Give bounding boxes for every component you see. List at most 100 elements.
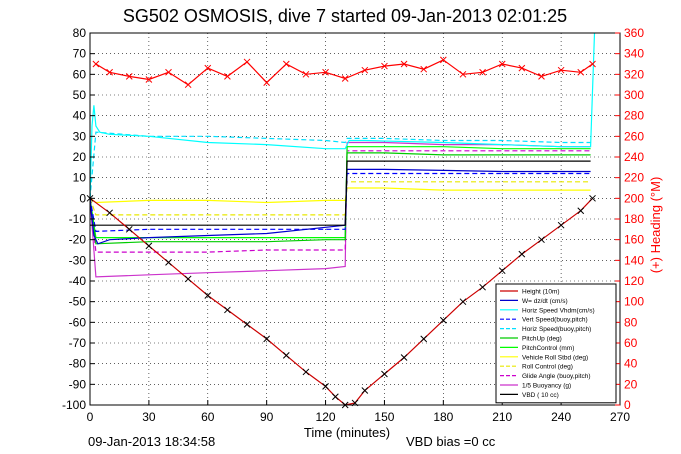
height-marker [184,275,192,283]
x-tick-label: 60 [201,410,215,424]
y-tick-label: -60 [69,315,87,329]
legend-label: W= dz/dt (cm/s) [522,298,568,305]
y-tick-label: 0 [79,191,86,205]
heading-marker [459,70,467,78]
height-marker [577,207,585,215]
heading-marker [361,66,369,74]
y2-tick-label: 0 [624,398,631,412]
heading-marker [479,68,486,76]
height-marker [518,250,526,258]
heading-marker [263,79,271,86]
y-tick-label: 40 [73,109,87,123]
height-marker [589,194,596,202]
y2-tick-label: 80 [624,315,638,329]
height-marker [204,292,212,299]
heading-marker [518,64,526,72]
series-line-vert-speed-buoy-pitch [89,172,591,233]
heading-marker [538,73,545,80]
timestamp-label: 09-Jan-2013 18:34:58 [88,434,215,449]
height-marker [420,335,428,343]
heading-marker [125,73,133,80]
height-marker [263,335,271,343]
y2-tick-label: 280 [624,109,644,123]
heading-marker [381,62,388,70]
heading-marker [184,81,192,89]
heading-marker [589,60,596,68]
y-tick-label: -100 [62,398,86,412]
height-marker [145,242,153,250]
x-tick-label: 150 [374,410,394,424]
series-line-horiz-speed-vhdm-cm-s [89,32,596,199]
y-tick-label: -20 [69,233,87,247]
x-tick-label: 120 [316,410,336,424]
legend-label: Height (10m) [522,289,560,296]
y2-tick-label: 20 [624,377,638,391]
y-tick-label: 20 [73,150,87,164]
height-marker [479,283,486,291]
heading-marker [439,56,447,64]
height-marker [243,321,251,328]
legend-label: Vert Speed(buoy,pitch) [522,317,588,324]
heading-marker [498,60,506,68]
y-tick-label: -40 [69,274,87,288]
height-marker [361,387,369,394]
heading-marker [204,64,212,72]
height-marker [400,354,408,361]
y2-tick-label: 360 [624,26,644,40]
y2-tick-label: 220 [624,171,644,185]
vbd-bias-label: VBD bias =0 cc [406,434,496,449]
y2-tick-label: 160 [624,233,644,247]
heading-marker [322,68,329,76]
legend-label: Glide Angle (buoy,pitch) [522,373,591,380]
y-tick-label: 60 [73,67,87,81]
series-layer [86,32,596,409]
series-line-w-dz-dt-cm-s [89,168,591,245]
y2-tick-label: 180 [624,212,644,226]
legend-label: VBD ( 10 cc) [522,392,559,399]
heading-marker [106,68,113,76]
height-marker [302,368,310,376]
x-tick-label: 210 [492,410,512,424]
y-tick-label: -90 [69,377,87,391]
y2-tick-label: 100 [624,295,644,309]
y-tick-label: -70 [69,336,87,350]
chart-legend: Height (10m) W= dz/dt (cm/s) Horiz Speed V… [495,283,617,404]
legend-label: PitchControl (mm) [522,345,574,352]
y-tick-label: 10 [73,171,87,185]
height-marker [498,267,506,275]
heading-marker [577,68,585,76]
heading-marker [557,66,565,74]
y-tick-label: -80 [69,357,87,371]
height-marker [282,352,290,359]
legend-label: Roll Control (deg) [522,364,573,371]
y2-tick-label: 140 [624,253,644,267]
heading-marker [282,60,290,68]
x-axis-label: Time (minutes) [304,425,390,440]
heading-marker [400,60,408,68]
height-marker [439,316,447,324]
series-line-glide-angle-buoy-pitch [89,150,591,253]
series-line-vehicle-roll-stbd-deg [89,187,591,204]
x-tick-label: 180 [433,410,453,424]
legend-label: PitchUp (deg) [522,336,562,343]
series-line-horiz-speed-buoy-pitch [89,131,591,199]
y2-tick-label: 240 [624,150,644,164]
y-tick-label: 80 [73,26,87,40]
y2-axis-label: (+) Heading (°M) [648,177,663,274]
y2-tick-label: 200 [624,191,644,205]
legend-label: 1/5 Buoyancy (g) [522,383,571,390]
series-line-pitchup-deg [89,152,591,245]
y2-tick-label: 300 [624,88,644,102]
x-tick-label: 240 [551,410,571,424]
y2-tick-label: 340 [624,47,644,61]
y-tick-label: 70 [73,47,87,61]
height-marker [332,393,339,401]
legend-label: Horiz Speed(buoy,pitch) [522,326,591,333]
heading-marker [420,65,428,73]
height-marker [322,383,329,390]
heading-marker [165,68,172,76]
height-marker [106,209,113,217]
heading-marker [302,70,310,78]
y-tick-label: -10 [69,212,87,226]
